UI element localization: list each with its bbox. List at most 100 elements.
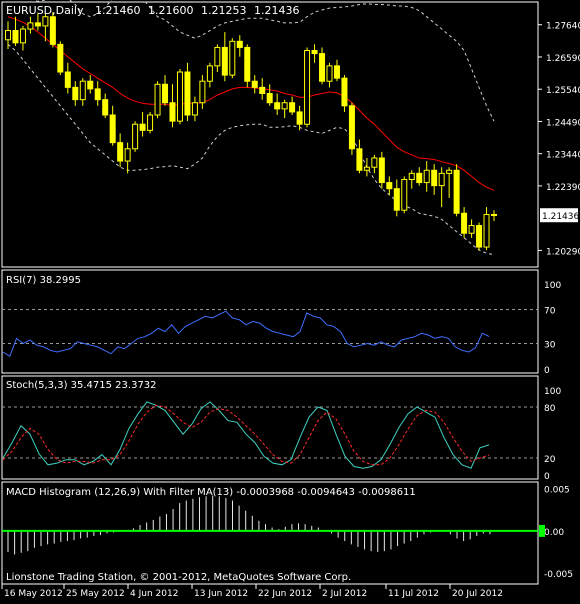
candle-body — [43, 17, 48, 26]
candle — [462, 207, 467, 238]
candle-body — [215, 47, 220, 65]
candle — [177, 69, 182, 124]
candle-body — [80, 81, 85, 99]
candle-body — [357, 149, 362, 170]
candle-body — [447, 170, 452, 173]
candle-body — [282, 103, 287, 109]
x-tick-label: 2 Jul 2012 — [322, 589, 367, 599]
candle — [364, 158, 369, 176]
candle — [148, 112, 153, 133]
price-pane[interactable]: 1.276401.265901.255401.244901.234401.223… — [6, 0, 580, 257]
stoch-tick-label: 100 — [544, 387, 561, 397]
candle-body — [349, 106, 354, 149]
candle-body — [342, 78, 347, 106]
candle — [58, 41, 63, 75]
candle-body — [110, 115, 115, 143]
price-tick-label: 1.25540 — [546, 86, 580, 96]
high-value: 1.21600 — [148, 4, 194, 17]
candle — [207, 63, 212, 88]
candle — [185, 63, 190, 121]
x-tick-label: 20 Jul 2012 — [452, 589, 503, 599]
candle-body — [379, 158, 384, 183]
candle — [477, 222, 482, 250]
candle — [20, 26, 25, 51]
candle — [454, 164, 459, 216]
candle-body — [35, 23, 40, 26]
x-tick-label: 22 Jun 2012 — [258, 589, 312, 599]
candle — [95, 81, 100, 106]
candle-body — [6, 31, 11, 40]
candle-body — [65, 72, 70, 87]
close-value: 1.21436 — [254, 4, 300, 17]
x-tick-label: 11 Jul 2012 — [388, 589, 439, 599]
candle — [73, 81, 78, 106]
candle-body — [58, 44, 63, 72]
candle-body — [125, 149, 130, 161]
macd-tick-label: -0.005 — [544, 570, 573, 580]
symbol-label: EURUSD,Daily — [6, 4, 84, 17]
candle — [334, 60, 339, 81]
candle-body — [402, 179, 407, 210]
candle — [245, 44, 250, 87]
candle-body — [103, 100, 108, 115]
candle-body — [417, 173, 422, 182]
candle-body — [387, 183, 392, 189]
candle — [103, 94, 108, 119]
moving-average-line — [8, 17, 494, 191]
candle — [342, 75, 347, 112]
candle-body — [28, 23, 33, 29]
stoch-tick-label: 80 — [544, 404, 556, 414]
rsi-title: RSI(7) 38.2995 — [6, 275, 81, 286]
candle-body — [252, 81, 257, 87]
candle — [237, 35, 242, 56]
price-frame — [2, 2, 538, 267]
macd-tick-label: 0.005 — [544, 486, 570, 496]
candle — [379, 152, 384, 189]
candle-body — [462, 213, 467, 233]
candle-body — [230, 41, 235, 75]
candle — [290, 97, 295, 115]
stoch-title: Stoch(5,3,3) 35.4715 23.3732 — [6, 380, 157, 391]
candle — [200, 75, 205, 109]
candle-body — [170, 103, 175, 121]
candle-body — [185, 72, 190, 115]
x-tick-label: 25 May 2012 — [66, 589, 125, 599]
candle — [387, 176, 392, 194]
candle — [155, 81, 160, 118]
candle-body — [327, 66, 332, 81]
price-tick-label: 1.26590 — [546, 54, 580, 64]
candle-body — [364, 167, 369, 170]
candle — [327, 63, 332, 88]
candle — [215, 44, 220, 72]
candle-body — [409, 173, 414, 179]
candle — [349, 103, 354, 155]
stoch-series-line — [3, 405, 489, 465]
candle-body — [207, 66, 212, 81]
footer-copyright: Lionstone Trading Station, © 2001-2012, … — [6, 572, 351, 583]
candle — [312, 44, 317, 62]
candle — [88, 75, 93, 93]
x-tick-label: 13 Jun 2012 — [194, 589, 248, 599]
candle-body — [260, 87, 265, 93]
candle-body — [297, 112, 302, 124]
candle-body — [312, 51, 317, 54]
candle-body — [222, 47, 227, 75]
candle-body — [439, 173, 444, 185]
candle — [424, 161, 429, 192]
candle-body — [469, 226, 474, 234]
macd-pane[interactable]: 0.005 0.00 -0.005 — [2, 486, 573, 580]
macd-tick-label: 0.00 — [544, 528, 564, 538]
candle-body — [237, 41, 242, 47]
candle-body — [88, 81, 93, 89]
macd-title: MACD Histogram (12,26,9) With Filter MA(… — [6, 487, 416, 498]
candle — [357, 140, 362, 174]
candle — [417, 167, 422, 185]
candle — [133, 121, 138, 152]
candle — [125, 143, 130, 174]
price-tick-label: 1.24490 — [546, 118, 580, 128]
price-tick-label: 1.20290 — [546, 247, 580, 257]
